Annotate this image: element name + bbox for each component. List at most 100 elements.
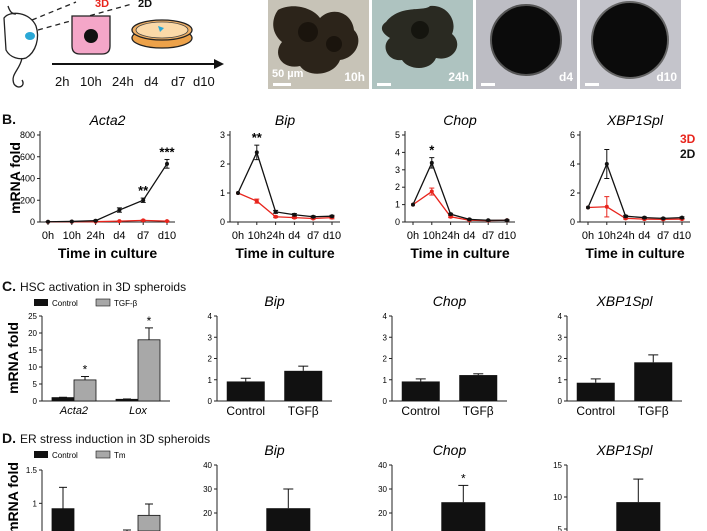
data-point-3d bbox=[69, 219, 74, 224]
y-tick-label: 5 bbox=[33, 380, 38, 389]
bar-control bbox=[51, 397, 75, 402]
x-tick-label: d10 bbox=[498, 230, 516, 242]
micrograph-10h: 50 µm 10h bbox=[268, 0, 369, 89]
significance-marker: ** bbox=[252, 130, 263, 145]
panel-d-legend-swatch-control bbox=[34, 451, 48, 458]
x-tick-label: 10h bbox=[598, 230, 616, 242]
chart-title-chop: Chop bbox=[443, 112, 477, 128]
micrograph-caption-d10: d10 bbox=[656, 70, 677, 84]
y-tick-label: 20 bbox=[28, 329, 37, 338]
significance-marker: * bbox=[147, 314, 152, 328]
y-tick-label: 0 bbox=[570, 217, 575, 227]
data-point-2d bbox=[486, 218, 491, 223]
micrograph-d10: d10 bbox=[580, 0, 681, 89]
series-line-2d bbox=[47, 163, 168, 223]
y-tick-label: 4 bbox=[570, 159, 575, 169]
data-point-3d bbox=[448, 214, 453, 219]
x-tick-label: d7 bbox=[657, 230, 669, 242]
y-tick-label: 0 bbox=[30, 217, 35, 227]
label-3d: 3D bbox=[95, 0, 110, 10]
x-tick-label: 10h bbox=[248, 230, 266, 242]
y-tick-label: 1 bbox=[220, 188, 225, 198]
data-point-3d bbox=[486, 218, 491, 223]
x-tick-label: TGFβ bbox=[638, 404, 669, 418]
y-tick-label: 5 bbox=[558, 525, 563, 531]
data-point-2d bbox=[165, 161, 169, 166]
y-tick-label: 40 bbox=[203, 461, 212, 470]
data-point-3d bbox=[505, 218, 509, 223]
micrograph-d4: d4 bbox=[476, 0, 577, 89]
y-tick-label: 800 bbox=[20, 130, 35, 140]
timeline-24h: 24h bbox=[112, 74, 134, 89]
y-tick-label: 15 bbox=[28, 346, 37, 355]
y-tick-label: 1 bbox=[383, 376, 388, 385]
x-tick-label: Control bbox=[226, 404, 265, 418]
x-tick-label: 10h bbox=[63, 230, 81, 242]
data-point-3d bbox=[604, 204, 609, 209]
data-point-3d bbox=[254, 199, 259, 204]
data-point-2d bbox=[505, 218, 509, 223]
data-point-3d bbox=[680, 217, 684, 222]
chart-title-acta2: Acta2 bbox=[89, 112, 126, 128]
y-tick-label: 4 bbox=[558, 312, 563, 321]
data-point-3d bbox=[273, 214, 278, 219]
y-tick-label: 25 bbox=[28, 312, 37, 321]
micrograph-24h: 24h bbox=[372, 0, 473, 89]
y-tick-label: 0 bbox=[383, 397, 388, 406]
y-tick-label: 600 bbox=[20, 152, 35, 162]
data-point-2d bbox=[236, 191, 240, 195]
series-line-3d bbox=[237, 192, 333, 220]
data-point-2d bbox=[448, 212, 453, 217]
micrograph-caption-24h: 24h bbox=[448, 70, 469, 84]
x-tick-label: 0h bbox=[42, 230, 54, 242]
chart-title-bip: Bip bbox=[264, 293, 284, 309]
x-tick-label: TGFβ bbox=[288, 404, 319, 418]
x-tick-label: 0h bbox=[232, 230, 244, 242]
chart-title-xbp1spl: XBP1Spl bbox=[606, 112, 664, 128]
panel-b-letter: B. bbox=[2, 111, 16, 127]
scale-bar bbox=[377, 83, 391, 86]
micrograph-d10-image bbox=[591, 1, 669, 79]
data-point-2d bbox=[311, 214, 316, 219]
y-tick-label: 0 bbox=[220, 217, 225, 227]
y-tick-label: 4 bbox=[208, 312, 213, 321]
chart-title-xbp1spl: XBP1Spl bbox=[595, 442, 653, 458]
timeline-d7: d7 bbox=[171, 74, 186, 89]
data-point-3d bbox=[141, 218, 146, 223]
timeline-2h: 2h bbox=[55, 74, 70, 89]
bar-treated bbox=[137, 339, 161, 402]
x-tick-label: TGFβ bbox=[463, 404, 494, 418]
panel-d-legend-control: Control bbox=[52, 451, 78, 460]
series-line-3d bbox=[587, 206, 683, 221]
y-tick-label: 3 bbox=[220, 130, 225, 140]
data-point-3d bbox=[292, 215, 297, 220]
scale-bar-label: 50 µm bbox=[272, 68, 304, 80]
y-tick-label: 1 bbox=[395, 200, 400, 210]
y-tick-label: 4 bbox=[395, 147, 400, 157]
y-tick-label: 20 bbox=[378, 509, 387, 518]
series-line-2d bbox=[587, 162, 683, 220]
data-point-3d bbox=[311, 216, 316, 221]
y-tick-label: 40 bbox=[378, 461, 387, 470]
panel-b-ylabel: mRNA fold bbox=[7, 142, 23, 214]
panel-c-legend-swatch-treated bbox=[95, 298, 111, 307]
panel-d-letter: D. bbox=[2, 430, 16, 446]
bar-control bbox=[115, 398, 139, 402]
panel-c-legend-control: Control bbox=[52, 299, 78, 308]
significance-marker: * bbox=[461, 471, 466, 485]
data-point-3d bbox=[661, 217, 666, 222]
chart-title-bip: Bip bbox=[264, 442, 284, 458]
x-axis-title: Time in culture bbox=[235, 245, 335, 261]
data-point-3d bbox=[117, 219, 122, 224]
chart-title-xbp1spl: XBP1Spl bbox=[595, 293, 653, 309]
legend-3d: 3D bbox=[680, 132, 696, 146]
x-tick-label: d10 bbox=[158, 230, 176, 242]
data-point-2d bbox=[273, 209, 278, 214]
y-tick-label: 2 bbox=[383, 355, 388, 364]
y-tick-label: 1 bbox=[33, 499, 38, 508]
data-point-2d bbox=[141, 198, 146, 203]
y-tick-label: 0 bbox=[395, 217, 400, 227]
data-point-3d bbox=[411, 202, 415, 207]
x-tick-label: d10 bbox=[673, 230, 691, 242]
y-tick-label: 3 bbox=[383, 333, 388, 342]
